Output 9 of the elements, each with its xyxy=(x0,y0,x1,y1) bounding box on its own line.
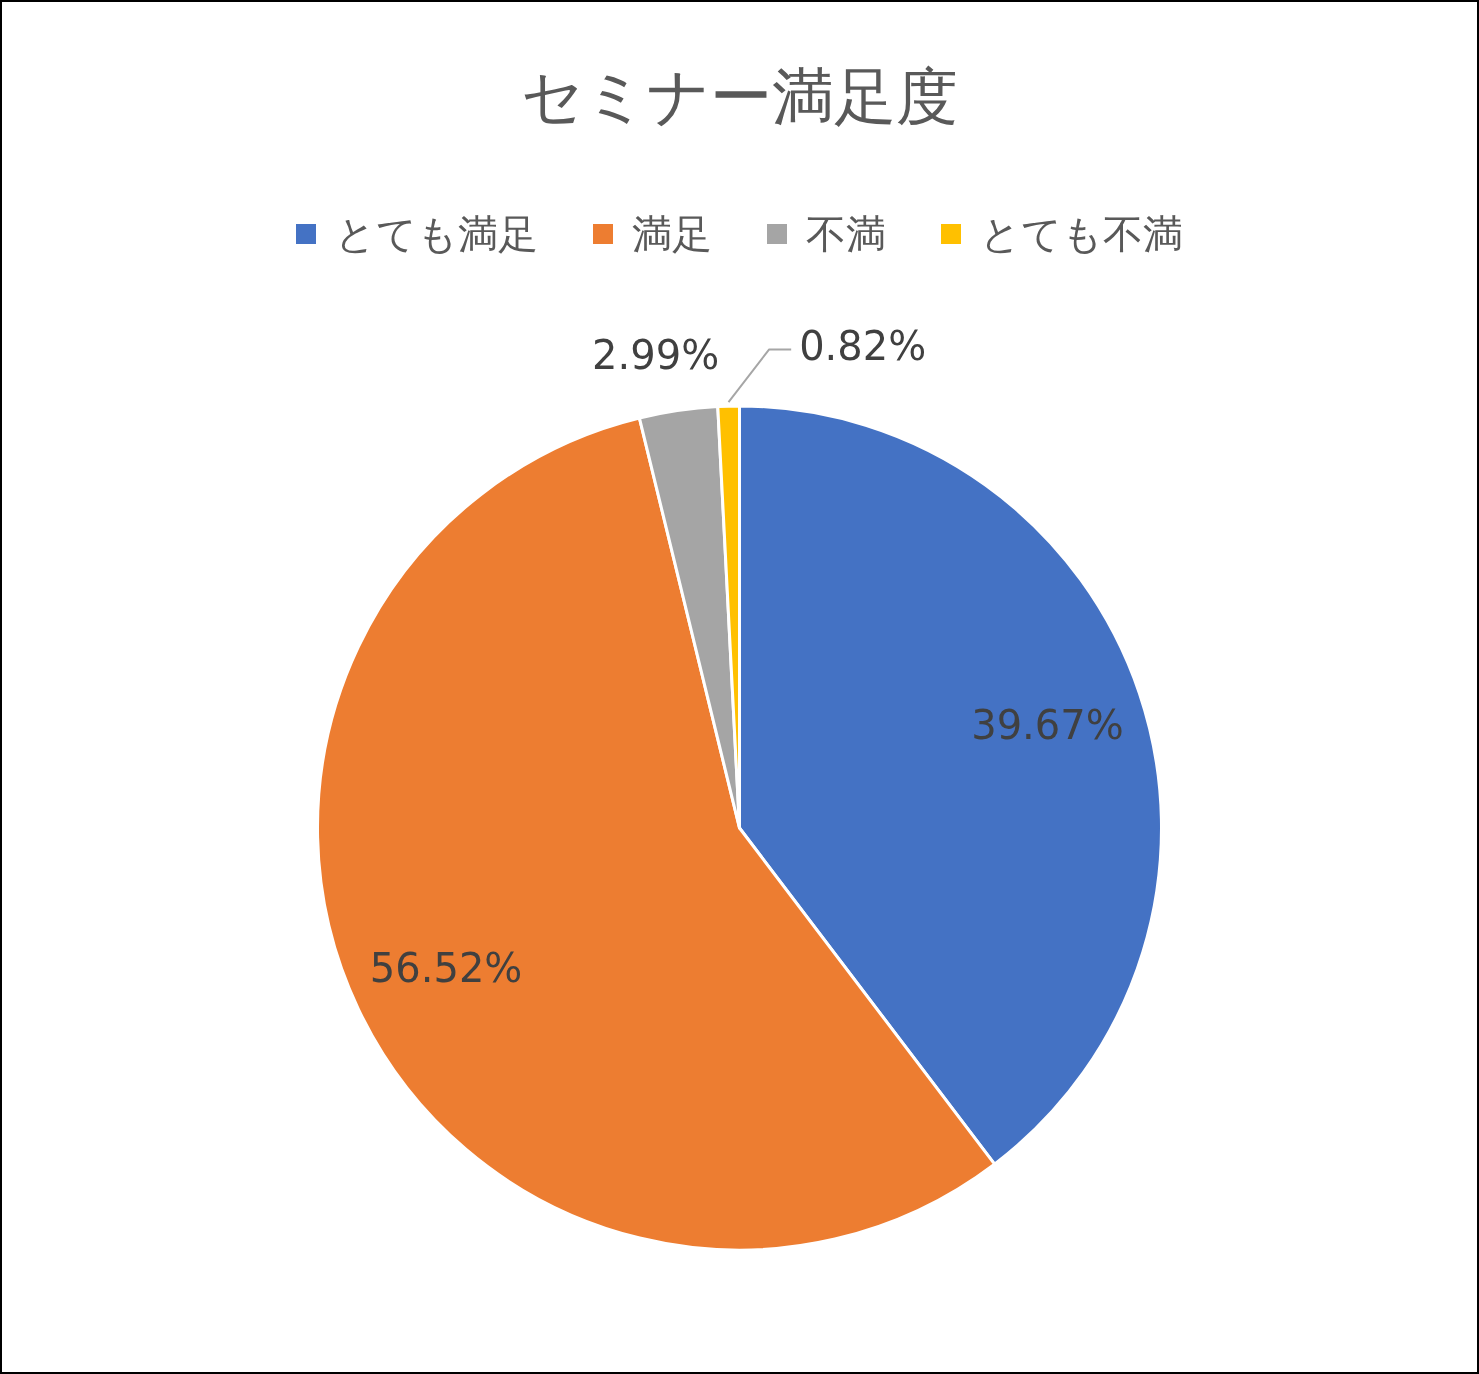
data-label: 56.52% xyxy=(369,945,523,992)
data-label: 2.99% xyxy=(592,331,720,378)
data-label: 0.82% xyxy=(799,322,927,369)
title: セミナー満足度 xyxy=(521,60,958,133)
legend-label: とても不満 xyxy=(980,211,1183,257)
data-label: 39.67% xyxy=(971,701,1124,748)
legend-label: 不満 xyxy=(806,211,886,257)
legend-label: とても満足 xyxy=(335,211,538,257)
legend-label: 満足 xyxy=(632,211,712,257)
